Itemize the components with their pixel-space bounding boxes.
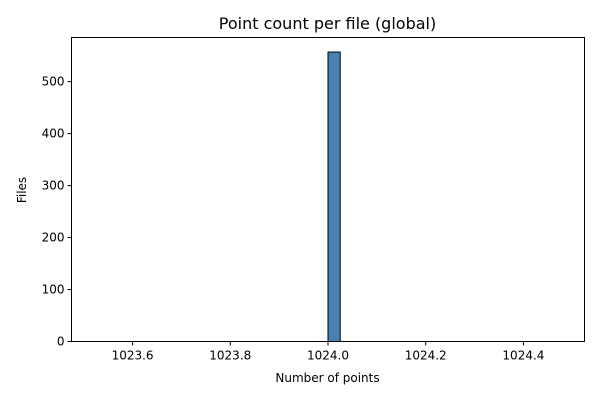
- x-axis-label: Number of points: [275, 371, 379, 385]
- y-tick-label: 300: [42, 179, 65, 193]
- x-tick-label: 1024.0: [307, 349, 349, 363]
- bars-layer: [327, 51, 341, 343]
- y-tick-label: 0: [57, 335, 65, 349]
- y-tick-label: 100: [42, 283, 65, 297]
- histogram-bar: [327, 51, 341, 343]
- y-tick-label: 500: [42, 75, 65, 89]
- y-tick-label: 400: [42, 127, 65, 141]
- x-tick-label: 1024.4: [502, 349, 544, 363]
- y-axis-label: Files: [15, 177, 29, 203]
- x-tick-label: 1024.2: [405, 349, 447, 363]
- x-tick-label: 1023.6: [112, 349, 154, 363]
- x-axis: 1023.6 1023.8 1024.0 1024.2 1024.4: [112, 341, 544, 363]
- x-tick-label: 1023.8: [209, 349, 251, 363]
- y-tick-label: 200: [42, 231, 65, 245]
- chart-title: Point count per file (global): [219, 14, 436, 33]
- y-axis: 0 100 200 300 400 500: [42, 75, 72, 349]
